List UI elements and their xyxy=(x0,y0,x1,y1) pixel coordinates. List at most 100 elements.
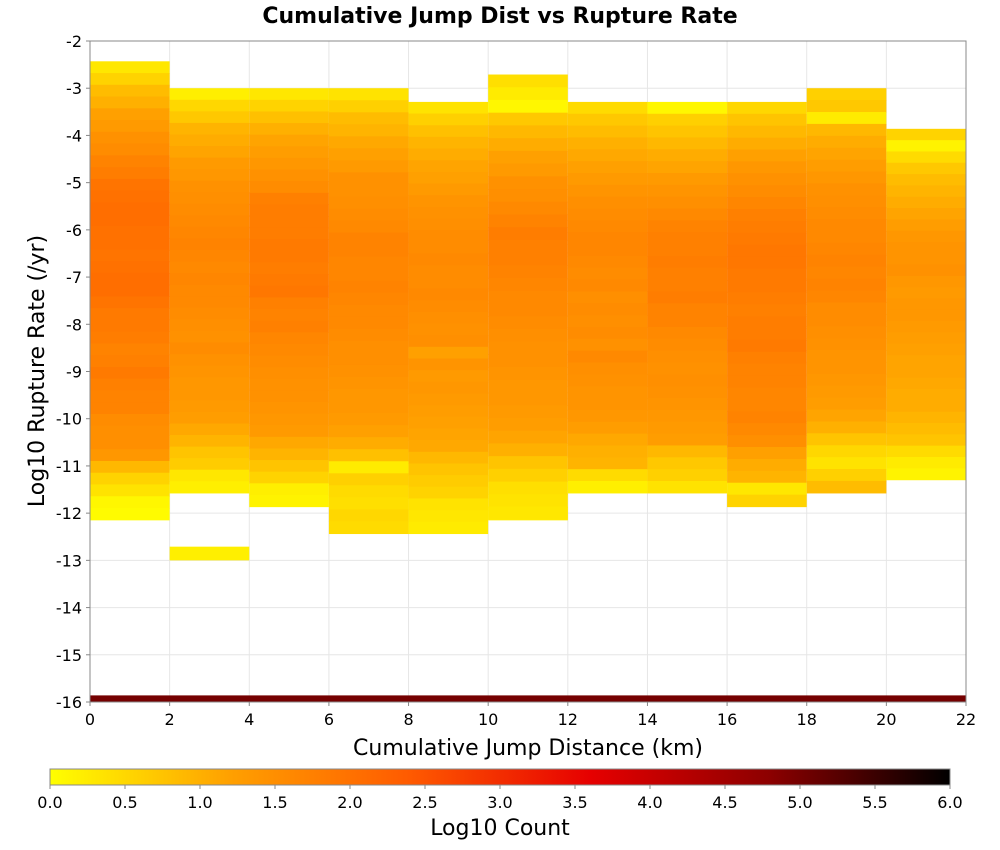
y-tick-label: -5 xyxy=(66,174,82,193)
heatmap-cell xyxy=(567,279,648,293)
heatmap-cell xyxy=(169,203,250,216)
heatmap-cell xyxy=(328,497,409,510)
heatmap-cell xyxy=(647,433,728,447)
heatmap-cell xyxy=(727,268,807,282)
heatmap-cell xyxy=(727,423,807,436)
heatmap-cell xyxy=(408,440,489,453)
heatmap-cell xyxy=(567,469,648,482)
heatmap-cell xyxy=(90,214,170,227)
heatmap-cell xyxy=(806,326,887,339)
y-tick-label: -8 xyxy=(66,315,82,334)
heatmap-cell xyxy=(806,207,887,220)
colorbar-tick-label: 6.0 xyxy=(937,793,962,812)
heatmap-cell xyxy=(647,172,728,186)
heatmap-cell xyxy=(169,388,250,401)
heatmap-cell xyxy=(886,434,966,447)
heatmap-cell xyxy=(806,397,887,411)
heatmap-cell xyxy=(249,134,329,147)
heatmap-cell xyxy=(886,343,966,356)
heatmap-cell xyxy=(567,409,648,423)
heatmap-cell xyxy=(727,328,807,341)
heatmap-cell xyxy=(488,392,568,406)
heatmap-cell xyxy=(408,451,489,465)
colorbar-tick-label: 0.0 xyxy=(37,793,62,812)
heatmap-cell xyxy=(169,435,250,448)
heatmap-cell xyxy=(328,328,409,342)
heatmap-cell xyxy=(727,125,807,139)
heatmap-cell xyxy=(647,398,728,411)
heatmap-cell xyxy=(727,363,807,377)
heatmap-cell xyxy=(886,253,966,266)
heatmap-cell xyxy=(249,425,329,438)
heatmap-cell xyxy=(328,292,409,306)
heatmap-cell xyxy=(328,268,409,282)
heatmap-cell xyxy=(90,108,170,121)
heatmap-cell xyxy=(90,366,170,380)
heatmap-cell xyxy=(488,252,568,266)
heatmap-cell xyxy=(249,216,329,229)
heatmap-cell xyxy=(169,342,250,355)
heatmap-cell xyxy=(90,190,170,203)
colorbar-tick-label: 1.0 xyxy=(187,793,212,812)
colorbar-label: Log10 Count xyxy=(430,816,570,841)
heatmap-cell xyxy=(169,238,250,251)
heatmap-cell xyxy=(169,481,250,494)
heatmap-bottom-row xyxy=(90,695,966,702)
heatmap-cell xyxy=(488,494,568,508)
x-tick-label: 4 xyxy=(244,710,254,729)
colorbar-tick-label: 2.0 xyxy=(337,793,362,812)
heatmap-cell xyxy=(727,256,807,270)
heatmap-cell xyxy=(328,244,409,258)
colorbar xyxy=(49,768,951,786)
heatmap-cell xyxy=(488,227,568,241)
heatmap-cell xyxy=(90,402,170,415)
heatmap-cell xyxy=(90,449,170,462)
heatmap-cell xyxy=(328,148,409,162)
heatmap-cell xyxy=(647,125,728,139)
heatmap-cell xyxy=(169,411,250,425)
x-tick-label: 20 xyxy=(876,710,896,729)
colorbar-tick-label: 3.5 xyxy=(562,793,587,812)
heatmap-cell xyxy=(727,292,807,305)
heatmap-cell xyxy=(567,315,648,328)
heatmap-cell xyxy=(169,88,250,101)
heatmap-cell xyxy=(169,111,250,124)
y-tick-label: -13 xyxy=(56,551,82,570)
heatmap-cell xyxy=(90,296,170,309)
heatmap-cell xyxy=(647,101,728,115)
heatmap-cell xyxy=(727,280,807,293)
heatmap-cell xyxy=(169,377,250,390)
heatmap-cell xyxy=(886,468,966,481)
heatmap-cell xyxy=(169,122,250,136)
heatmap-cell xyxy=(90,460,170,474)
colorbar-tick-label: 1.5 xyxy=(262,793,287,812)
heatmap-cell xyxy=(806,219,887,232)
heatmap-cell xyxy=(408,393,489,406)
heatmap-cell xyxy=(169,423,250,436)
heatmap-cell xyxy=(727,458,807,472)
heatmap-cell xyxy=(408,218,489,231)
heatmap-cell xyxy=(488,405,568,419)
heatmap-cell xyxy=(806,266,887,280)
heatmap-cell xyxy=(169,273,250,286)
heatmap-cell xyxy=(90,167,170,180)
heatmap-cell xyxy=(408,428,489,441)
x-tick-label: 16 xyxy=(717,710,737,729)
heatmap-cell xyxy=(408,521,489,535)
heatmap-cell xyxy=(249,285,329,298)
heatmap-cells xyxy=(90,61,966,702)
heatmap-cell xyxy=(727,447,807,460)
heatmap-cell xyxy=(567,113,648,127)
heatmap-cell xyxy=(408,288,489,301)
heatmap-cell xyxy=(727,149,807,163)
heatmap-cell xyxy=(408,206,489,220)
heatmap-cell xyxy=(249,99,329,113)
heatmap-cell xyxy=(169,215,250,228)
colorbar-tick-label: 0.5 xyxy=(112,793,137,812)
heatmap-cell xyxy=(488,341,568,355)
heatmap-cell xyxy=(249,460,329,473)
heatmap-cell xyxy=(408,370,489,383)
heatmap-cell xyxy=(886,445,966,458)
heatmap-cell xyxy=(727,113,807,127)
